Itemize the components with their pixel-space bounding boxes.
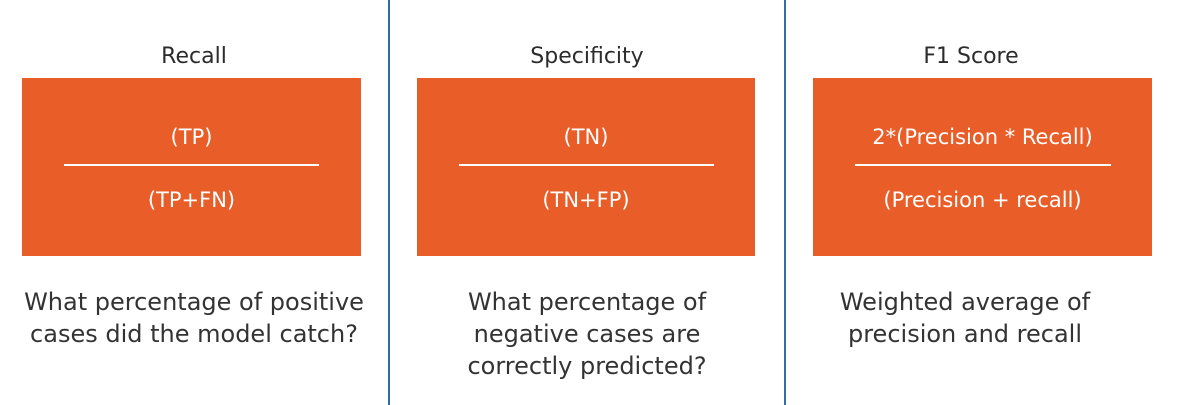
recall-panel: Recall (TP) (TP+FN) What percentage of p… bbox=[0, 0, 388, 405]
panel-caption: Weighted average of precision and recall bbox=[839, 288, 1091, 348]
formula-numerator: (TN) bbox=[563, 125, 609, 149]
fraction-bar bbox=[459, 164, 714, 166]
panel-title: Specificity bbox=[530, 44, 644, 69]
formula-denominator: (TN+FP) bbox=[542, 188, 630, 212]
fraction-bar bbox=[64, 164, 319, 166]
formula-denominator: (TP+FN) bbox=[147, 188, 236, 212]
column-divider bbox=[784, 0, 786, 405]
column-divider bbox=[388, 0, 390, 405]
specificity-panel: Specificity (TN) (TN+FP) What percentage… bbox=[390, 0, 784, 405]
formula-box: (TP) (TP+FN) bbox=[22, 78, 361, 256]
formula-numerator: (TP) bbox=[170, 125, 213, 149]
f1-score-panel: F1 Score 2*(Precision * Recall) (Precisi… bbox=[786, 0, 1192, 405]
panel-caption: What percentage of positive cases did th… bbox=[24, 288, 364, 348]
formula-numerator: 2*(Precision * Recall) bbox=[872, 125, 1093, 149]
fraction-bar bbox=[855, 164, 1111, 166]
formula-box: 2*(Precision * Recall) (Precision + reca… bbox=[813, 78, 1152, 256]
panel-title: F1 Score bbox=[923, 44, 1019, 69]
panel-title: Recall bbox=[161, 44, 227, 69]
panel-caption: What percentage of negative cases are co… bbox=[467, 288, 707, 380]
formula-box: (TN) (TN+FP) bbox=[417, 78, 755, 256]
formula-denominator: (Precision + recall) bbox=[883, 188, 1082, 212]
